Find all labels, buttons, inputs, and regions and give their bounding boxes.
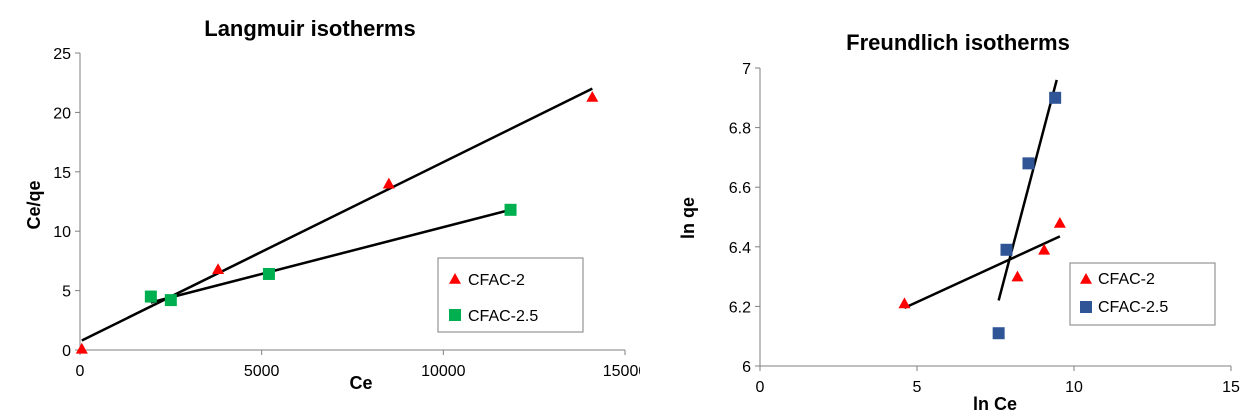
langmuir-chart: Langmuir isotherms 0 5 10 15 20 25 0 5000 10000 1… bbox=[24, 16, 640, 393]
legend-label: CFAC-2.5 bbox=[468, 308, 538, 325]
y-tick-label: 6.8 bbox=[729, 121, 751, 138]
y-axis-label: Ce/qe bbox=[24, 180, 44, 229]
y-tick-label: 5 bbox=[62, 284, 71, 301]
y-tick-label: 6 bbox=[742, 359, 751, 376]
legend-box bbox=[1069, 262, 1216, 326]
legend-marker-square bbox=[1080, 301, 1092, 313]
legend-item-cfac-2.5: CFAC-2.5 bbox=[1080, 299, 1168, 316]
legend-label: CFAC-2 bbox=[1098, 271, 1155, 288]
y-tick-label: 20 bbox=[53, 105, 71, 122]
x-tick-label: 10000 bbox=[421, 363, 466, 380]
data-point-cfac-2.5 bbox=[144, 290, 157, 303]
data-point-cfac-2 bbox=[1038, 243, 1051, 255]
x-tick-label: 0 bbox=[76, 363, 85, 380]
y-tick-label: 6.4 bbox=[729, 240, 751, 257]
data-point-cfac-2.5 bbox=[504, 203, 517, 216]
data-point-cfac-2.5 bbox=[992, 327, 1005, 340]
chart-title: Langmuir isotherms bbox=[204, 16, 415, 41]
x-tick-label: 15000 bbox=[603, 363, 640, 380]
y-tick-label: 0 bbox=[62, 343, 71, 360]
y-tick-label: 6.2 bbox=[729, 299, 751, 316]
x-tick-label: 5000 bbox=[244, 363, 280, 380]
legend-item-cfac-2: CFAC-2 bbox=[1080, 271, 1155, 288]
legend-box bbox=[437, 257, 584, 333]
chart-title: Freundlich isotherms bbox=[846, 30, 1070, 55]
y-axis-label: ln qe bbox=[678, 197, 698, 239]
data-points bbox=[898, 91, 1066, 340]
freundlich-chart: Freundlich isotherms 6 6.2 6.4 6.6 6.8 7 0 5 10 1… bbox=[678, 30, 1240, 414]
y-tick-label: 15 bbox=[53, 165, 71, 182]
data-point-cfac-2.5 bbox=[262, 267, 275, 280]
y-tick-label: 25 bbox=[53, 46, 71, 63]
x-tick-label: 10 bbox=[1065, 379, 1083, 396]
data-point-cfac-2.5 bbox=[1049, 91, 1062, 104]
y-tick-label: 10 bbox=[53, 224, 71, 241]
axes bbox=[755, 67, 1232, 371]
tick-labels: 6 6.2 6.4 6.6 6.8 7 0 5 10 15 bbox=[729, 61, 1240, 396]
legend-marker-triangle bbox=[449, 273, 461, 284]
data-points bbox=[75, 90, 599, 354]
legend: CFAC-2 CFAC-2.5 bbox=[437, 257, 584, 333]
x-tick-label: 15 bbox=[1222, 379, 1240, 396]
data-point-cfac-2 bbox=[212, 263, 225, 275]
data-point-cfac-2 bbox=[1053, 216, 1066, 228]
x-tick-label: 5 bbox=[913, 379, 922, 396]
data-point-cfac-2.5 bbox=[164, 294, 177, 307]
data-point-cfac-2 bbox=[75, 342, 88, 354]
legend-marker-square bbox=[449, 309, 461, 321]
x-tick-label: 0 bbox=[756, 379, 765, 396]
tick-labels: 0 5 10 15 20 25 0 5000 10000 15000 bbox=[53, 46, 640, 380]
legend-item-cfac-2.5: CFAC-2.5 bbox=[449, 308, 538, 325]
legend-label: CFAC-2 bbox=[468, 272, 525, 289]
x-axis-label: Ce bbox=[349, 373, 372, 393]
legend-label: CFAC-2.5 bbox=[1098, 299, 1168, 316]
trendline-cfac-2.5 bbox=[150, 208, 511, 304]
y-tick-label: 6.6 bbox=[729, 180, 751, 197]
y-tick-label: 7 bbox=[742, 61, 751, 78]
legend-marker-triangle bbox=[1080, 273, 1092, 284]
data-point-cfac-2.5 bbox=[1000, 243, 1013, 256]
data-point-cfac-2 bbox=[898, 297, 911, 309]
legend-item-cfac-2: CFAC-2 bbox=[449, 272, 525, 289]
x-axis-label: ln Ce bbox=[973, 394, 1017, 414]
data-point-cfac-2 bbox=[382, 177, 395, 189]
legend: CFAC-2 CFAC-2.5 bbox=[1069, 262, 1216, 326]
axes bbox=[75, 52, 626, 355]
trendline-cfac-2 bbox=[903, 235, 1061, 310]
trendline-cfac-2.5 bbox=[997, 79, 1058, 301]
trendlines bbox=[903, 79, 1061, 310]
data-point-cfac-2 bbox=[586, 90, 599, 102]
data-point-cfac-2 bbox=[1011, 270, 1024, 282]
data-point-cfac-2.5 bbox=[1022, 157, 1035, 170]
